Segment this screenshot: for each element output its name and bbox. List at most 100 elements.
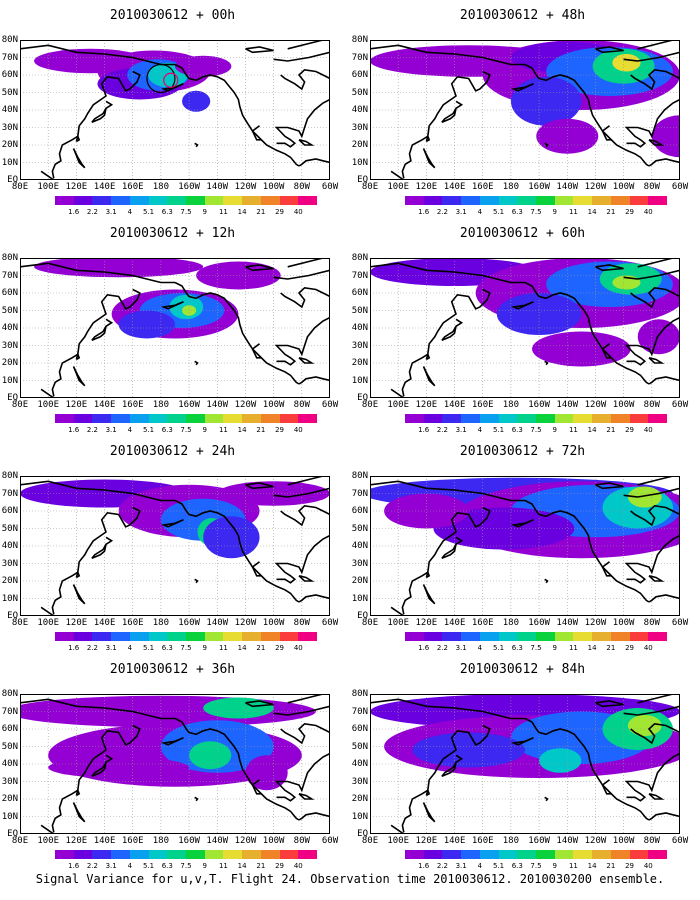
colorbar-label: 2.2 [86, 644, 98, 652]
coastline [601, 561, 611, 577]
colorbar-label: 6.3 [511, 644, 523, 652]
colorbar-label: 3.1 [105, 862, 117, 870]
colorbar-swatch [260, 414, 280, 423]
colorbar-label: 7.5 [180, 644, 192, 652]
variance-contour [189, 741, 232, 770]
x-tick-label: 80E [361, 618, 379, 628]
colorbar-swatch [610, 632, 630, 641]
colorbar-swatch [73, 850, 93, 859]
colorbar-label: 9 [202, 208, 207, 216]
colorbar-label: 3.1 [105, 426, 117, 434]
colorbar-swatch [461, 632, 480, 641]
variance-contour [182, 90, 211, 112]
x-tick-label: 140E [443, 618, 466, 628]
colorbar-swatch [298, 196, 318, 205]
y-tick-label: 40N [1, 541, 18, 551]
coastline [298, 357, 315, 364]
y-tick-label: EQ [7, 611, 18, 621]
coastline [441, 754, 464, 778]
x-tick-label: 80W [643, 618, 660, 628]
y-tick-label: 30N [351, 122, 368, 133]
colorbar-swatch [223, 414, 243, 423]
y-tick-label: 20N [351, 358, 368, 368]
colorbar-swatch [242, 414, 261, 423]
y-tick-label: 20N [1, 358, 18, 368]
colorbar-swatch [442, 850, 462, 859]
colorbar-label: 7.5 [530, 208, 542, 216]
y-tick-label: 60N [1, 506, 18, 516]
coastline [524, 63, 650, 167]
colorbar-swatch [92, 196, 112, 205]
colorbar-swatch [461, 196, 480, 205]
colorbar-label: 9 [202, 426, 207, 434]
x-tick-label: 160W [178, 836, 200, 846]
coastline [298, 376, 330, 385]
x-tick-label: 100W [612, 182, 635, 192]
x-tick-label: 80W [643, 836, 660, 846]
colorbar [405, 632, 668, 641]
coastline [630, 286, 680, 309]
colorbar-label: 29 [625, 862, 635, 870]
coastline [72, 802, 86, 823]
coastline [422, 802, 436, 823]
x-tick-label: 100E [37, 836, 60, 846]
coastline [401, 288, 491, 397]
coastline [648, 139, 665, 146]
coastline [245, 264, 274, 272]
y-tick-label: 10N [1, 593, 18, 604]
colorbar-label: 6.3 [161, 862, 173, 870]
colorbar [405, 850, 668, 859]
y-tick-label: 20N [1, 794, 18, 804]
colorbar-swatch [479, 850, 499, 859]
x-tick-label: 120E [415, 618, 438, 628]
coastline [194, 796, 199, 802]
coastline [51, 506, 141, 615]
y-tick-label: 70N [1, 488, 18, 499]
y-tick-label: 30N [351, 776, 368, 787]
colorbar-swatch [498, 196, 518, 205]
colorbar-swatch [648, 850, 668, 859]
coastline [280, 504, 330, 527]
colorbar-swatch [55, 196, 74, 205]
x-tick-label: 140W [206, 182, 229, 192]
colorbar-label: 40 [643, 426, 653, 434]
colorbar-label: 3.1 [105, 208, 117, 216]
x-tick-label: 60W [671, 618, 689, 628]
coastline [637, 258, 680, 268]
x-tick-label: 140E [93, 182, 116, 192]
coastline [194, 360, 199, 366]
x-tick-label: 160E [471, 400, 494, 410]
y-tick-label: 10N [1, 157, 18, 168]
x-tick-label: 60W [321, 618, 339, 628]
y-tick-label: 70N [351, 706, 368, 717]
variance-contour [612, 54, 641, 72]
colorbar-swatch [148, 196, 168, 205]
coastline [425, 787, 431, 797]
coastline [287, 476, 330, 486]
coastline [251, 343, 261, 359]
map-panel: 2010030612 + 84h 80N 70N 60N 50N 40N 30N 20N 10N… [350, 654, 695, 874]
variance-contour [175, 55, 232, 77]
colorbar-label: 1.6 [418, 862, 430, 870]
y-tick-label: 60N [351, 724, 368, 734]
y-tick-label: 60N [1, 70, 18, 80]
coastline [72, 366, 86, 387]
colorbar-swatch [260, 196, 280, 205]
coastline [40, 606, 56, 616]
coastline [595, 700, 624, 708]
colorbar-label: 3.1 [455, 208, 467, 216]
colorbar-label: 7.5 [530, 426, 542, 434]
y-tick-label: 80N [351, 689, 368, 699]
y-tick-label: EQ [7, 393, 18, 403]
coastline [422, 584, 436, 605]
coastline [245, 482, 274, 490]
colorbar-label: 2.2 [86, 862, 98, 870]
x-tick-label: 160W [178, 400, 200, 410]
colorbar-label: 14 [587, 862, 597, 870]
coastline [75, 787, 81, 797]
coastline [425, 351, 431, 361]
colorbar-label: 40 [643, 862, 653, 870]
coastline [274, 534, 330, 584]
coastline [648, 575, 665, 582]
y-tick-label: 30N [351, 340, 368, 351]
